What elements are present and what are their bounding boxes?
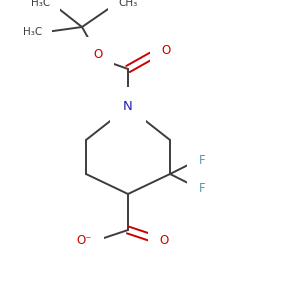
- Text: O: O: [159, 233, 169, 247]
- Text: F: F: [199, 154, 205, 166]
- Text: H₃C: H₃C: [31, 0, 50, 8]
- Text: O: O: [93, 49, 103, 62]
- Text: H₃C: H₃C: [23, 27, 42, 37]
- Text: O⁻: O⁻: [76, 233, 92, 247]
- Text: F: F: [199, 182, 205, 194]
- Text: CH₃: CH₃: [118, 0, 137, 8]
- Text: N: N: [123, 100, 133, 113]
- Text: O: O: [161, 44, 171, 58]
